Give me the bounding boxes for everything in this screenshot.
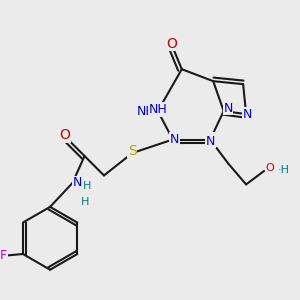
Text: ·H: ·H bbox=[278, 165, 290, 176]
Text: N: N bbox=[224, 102, 233, 115]
Text: O: O bbox=[60, 128, 70, 142]
Text: N: N bbox=[206, 134, 215, 148]
Text: O: O bbox=[166, 37, 177, 51]
Text: N: N bbox=[169, 133, 179, 146]
Text: N: N bbox=[72, 176, 82, 189]
Text: S: S bbox=[128, 144, 137, 158]
Text: H: H bbox=[81, 197, 90, 207]
Text: O: O bbox=[265, 163, 274, 173]
Text: N: N bbox=[243, 108, 252, 121]
Text: H: H bbox=[83, 181, 92, 191]
Text: F: F bbox=[0, 249, 7, 262]
Text: NH: NH bbox=[137, 105, 155, 118]
Text: NH: NH bbox=[148, 103, 167, 116]
Text: N: N bbox=[207, 133, 216, 146]
